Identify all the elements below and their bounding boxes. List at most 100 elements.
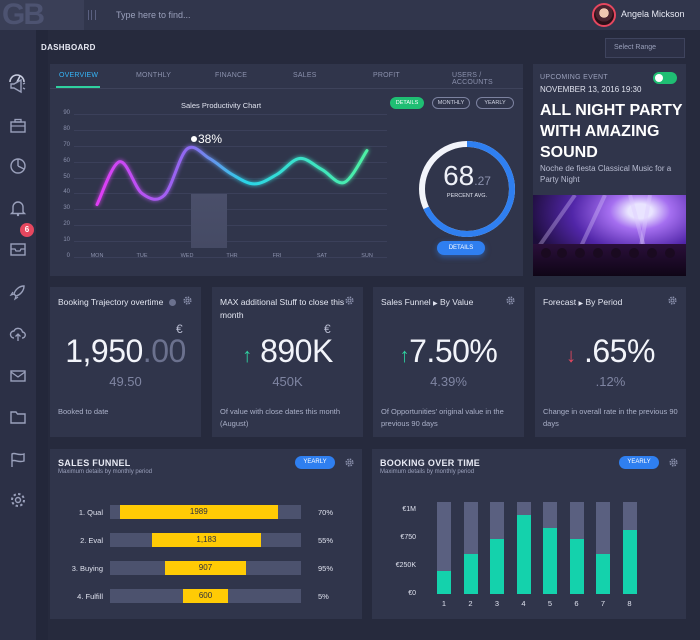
tab-profit[interactable]: PROFIT: [373, 72, 400, 79]
funnel-bar[interactable]: 600: [182, 589, 229, 603]
gridline: [74, 145, 387, 147]
pie-chart-icon[interactable]: [9, 157, 27, 175]
funnel-bar[interactable]: 1,183: [152, 533, 261, 547]
details-button[interactable]: DETAILS: [437, 241, 485, 255]
funnel-track: 600: [110, 589, 301, 603]
funnel-title: SALES FUNNEL: [58, 458, 131, 468]
megaphone-icon[interactable]: [9, 77, 27, 95]
user-name[interactable]: Angela Mickson: [621, 9, 685, 19]
kpi-value: ↓ .65%: [566, 333, 655, 369]
event-subtitle: Noche de fiesta Classical Music for a Pa…: [540, 164, 672, 184]
arrow-down-icon: ↓: [566, 345, 576, 367]
settings-gear-icon[interactable]: [669, 458, 678, 467]
menu-toggle-icon[interactable]: [88, 10, 96, 20]
booking-bar[interactable]: [622, 529, 637, 594]
folder-icon[interactable]: [9, 408, 27, 426]
select-range-dropdown[interactable]: Select Range: [605, 38, 685, 58]
tab-monthly[interactable]: MONTHLY: [136, 72, 172, 79]
cloud-upload-icon[interactable]: [9, 325, 27, 343]
gridline: [74, 129, 387, 131]
y-tick-label: 80: [63, 125, 70, 132]
event-image[interactable]: [533, 195, 686, 276]
gridline: [74, 209, 387, 211]
x-tick-label: THR: [226, 253, 238, 259]
gridline: [74, 257, 387, 258]
kpi-max-additional: MAX additional Stuff to close this month…: [212, 287, 363, 437]
peak-label: 38%: [198, 132, 223, 146]
event-toggle[interactable]: [653, 72, 677, 84]
settings-gear-icon[interactable]: [668, 296, 677, 305]
booking-x-tick: 3: [494, 599, 500, 608]
booking-bar[interactable]: [463, 554, 478, 594]
briefcase-icon[interactable]: [9, 117, 27, 135]
event-title[interactable]: ALL NIGHT PARTY WITH AMAZING SOUND: [540, 102, 683, 161]
top-bar: GB Angela Mickson: [0, 0, 700, 30]
x-tick-label: SAT: [316, 253, 328, 259]
rocket-icon[interactable]: [9, 283, 27, 301]
funnel-yearly-button[interactable]: YEARLY: [295, 456, 335, 469]
funnel-bar[interactable]: 1989: [119, 505, 279, 519]
settings-gear-icon[interactable]: [345, 458, 354, 467]
tab-overview[interactable]: OVERVIEW: [59, 72, 99, 79]
sidebar: 6: [0, 30, 36, 640]
booking-bar-track: [516, 502, 531, 594]
kpi-description: Change in overall rate in the previous 9…: [543, 407, 678, 428]
gear-icon[interactable]: [9, 491, 27, 509]
sales-funnel-panel: SALES FUNNEL Maximum details by monthly …: [50, 449, 362, 619]
booking-bar-track: [622, 502, 637, 594]
kpi-title: MAX additional Stuff to close this month: [220, 297, 345, 320]
booking-x-tick: 7: [600, 599, 606, 608]
booking-yearly-button[interactable]: YEARLY: [619, 456, 659, 469]
booking-bar[interactable]: [516, 514, 531, 594]
booking-x-tick: 2: [468, 599, 473, 608]
active-tab-indicator: [56, 86, 100, 88]
monthly-filter-button[interactable]: MONTHLY: [432, 97, 470, 109]
search-input[interactable]: [104, 4, 404, 26]
bell-icon[interactable]: [9, 199, 27, 217]
flag-icon[interactable]: [9, 451, 27, 469]
kpi-description: Booked to date: [58, 407, 109, 416]
y-tick-label: 70: [63, 141, 70, 148]
inbox-icon[interactable]: [9, 240, 27, 258]
funnel-track: 1989: [110, 505, 301, 519]
currency-symbol: €: [324, 322, 331, 336]
booking-bar[interactable]: [596, 553, 610, 594]
caret-right-icon: ▶: [578, 301, 584, 307]
kpi-value: ↑ 890K: [242, 333, 333, 369]
peak-dot[interactable]: [191, 136, 197, 142]
overview-panel: OVERVIEW MONTHLY FINANCE SALES PROFIT US…: [50, 64, 523, 276]
avatar[interactable]: [592, 3, 616, 27]
tab-sales[interactable]: SALES: [293, 72, 317, 79]
tab-users-accounts[interactable]: USERS / ACCOUNTS: [452, 72, 493, 86]
kpi-sales-funnel: Sales Funnel ▶ By Value ↑7.50% 4.39% Of …: [373, 287, 524, 437]
booking-bar-track: [463, 502, 478, 594]
booking-bar[interactable]: [437, 571, 451, 594]
booking-bar[interactable]: [569, 538, 584, 594]
tab-finance[interactable]: FINANCE: [215, 72, 248, 79]
kpi-secondary: 4.39%: [430, 374, 467, 389]
y-tick-label: 20: [63, 221, 70, 228]
kpi-value: ↑7.50%: [399, 333, 498, 369]
percent-avg-ring: [419, 141, 515, 237]
y-tick-label: 90: [63, 110, 70, 116]
upcoming-event-card: UPCOMING EVENT NOVEMBER 13, 2016 19:30 A…: [533, 64, 686, 276]
booking-bar[interactable]: [490, 538, 504, 594]
gridline: [74, 161, 387, 163]
settings-gear-icon[interactable]: [183, 296, 192, 305]
settings-gear-icon[interactable]: [345, 296, 354, 305]
yearly-filter-button[interactable]: YEARLY: [476, 97, 514, 109]
notification-badge[interactable]: 6: [20, 223, 34, 237]
mail-icon[interactable]: [9, 367, 27, 385]
booking-bar[interactable]: [543, 527, 557, 594]
funnel-bar[interactable]: 907: [165, 561, 246, 575]
chart-title: Sales Productivity Chart: [181, 101, 262, 110]
currency-symbol: €: [176, 322, 183, 336]
kpi-secondary: 450K: [272, 374, 303, 389]
y-tick-label: 50: [63, 173, 70, 180]
booking-subtitle: Maximum details by monthly period: [380, 469, 475, 475]
gridline: [74, 193, 387, 195]
settings-gear-icon[interactable]: [506, 296, 515, 305]
booking-x-tick: 5: [547, 599, 553, 608]
details-filter-button[interactable]: DETAILS: [390, 97, 424, 109]
x-tick-label: MON: [90, 253, 104, 259]
